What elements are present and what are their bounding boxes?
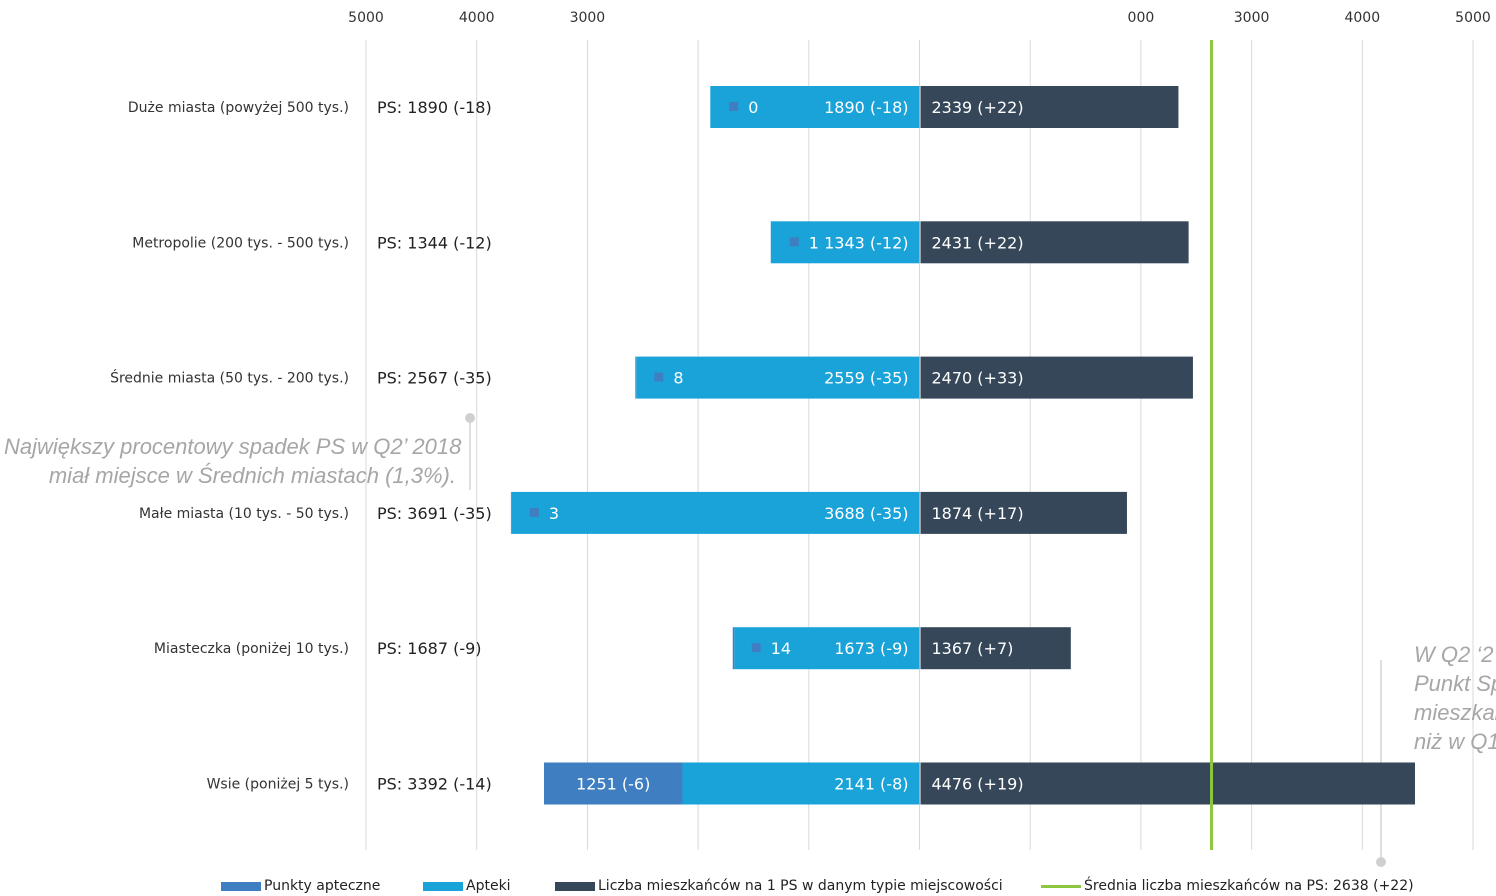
bar-label-mieszkancy: 1367 (+7) (932, 639, 1014, 658)
legend: Punkty apteczne Apteki Liczba mieszkańcó… (0, 876, 1496, 896)
legend-swatch-apteki (423, 881, 463, 891)
tick-label-left: 4000 (459, 10, 495, 26)
tick-label-right: 5000 (1455, 10, 1491, 26)
bar-punkty-marker (654, 372, 664, 382)
annotation-left: Największy procentowy spadek PS w Q2’ 20… (4, 432, 462, 490)
category-label: Średnie miasta (50 tys. - 200 tys.) (110, 369, 349, 387)
bar-apteki (511, 491, 920, 534)
bars: Duże miasta (powyżej 500 tys.) PS: 1890 (… (110, 86, 1415, 805)
legend-label-average: Średnia liczba mieszkańców na PS: 2638 (… (1084, 878, 1414, 894)
bar-label-punkty: 1 (809, 233, 819, 252)
bar-punkty-marker (789, 237, 799, 247)
annotation-right-line-2: Punkt Sp (1414, 671, 1496, 696)
bar-label-punkty: 14 (771, 639, 791, 658)
ps-label: PS: 1687 (-9) (377, 639, 482, 658)
bar-label-apteki: 1343 (-12) (824, 233, 908, 252)
legend-item-mieszkancy: Liczba mieszkańców na 1 PS w danym typie… (555, 878, 1003, 894)
bar-apteki (682, 762, 920, 805)
legend-item-punkty: Punkty apteczne (221, 878, 380, 894)
annotation-connectors (465, 413, 1386, 867)
bar-apteki (636, 356, 920, 399)
bar-punkty (635, 356, 637, 399)
annotation-right-line-4: niż w Q1 (1414, 729, 1496, 754)
bar-mieszkancy (920, 491, 1127, 534)
legend-label-mieszkancy: Liczba mieszkańców na 1 PS w danym typie… (598, 878, 1003, 894)
legend-label-punkty: Punkty apteczne (264, 878, 381, 894)
bar-label-mieszkancy: 4476 (+19) (932, 775, 1024, 794)
bar-label-mieszkancy: 2339 (+22) (932, 98, 1024, 117)
bar-label-mieszkancy: 1874 (+17) (932, 504, 1024, 523)
legend-label-apteki: Apteki (466, 878, 511, 894)
bar-label-punkty: 8 (673, 369, 683, 388)
category-label: Metropolie (200 tys. - 500 tys.) (132, 235, 349, 251)
annotation-right-dot (1376, 857, 1386, 867)
legend-item-average: Średnia liczba mieszkańców na PS: 2638 (… (1041, 878, 1414, 894)
bar-punkty-marker (729, 102, 739, 111)
bar-punkty-marker (751, 643, 761, 653)
category-label: Duże miasta (powyżej 500 tys.) (128, 100, 349, 116)
tick-label-right: 000 (1128, 10, 1155, 26)
bar-mieszkancy (920, 221, 1189, 264)
bar-mieszkancy (920, 762, 1415, 805)
ps-label: PS: 3691 (-35) (377, 504, 492, 523)
bar-apteki (710, 86, 920, 128)
legend-swatch-mieszkancy (555, 881, 595, 891)
bar-label-apteki: 2141 (-8) (834, 775, 908, 794)
bar-label-apteki: 3688 (-35) (824, 504, 908, 523)
bar-punkty-marker (529, 507, 539, 517)
bar-mieszkancy (920, 356, 1193, 399)
bar-label-mieszkancy: 2431 (+22) (932, 233, 1024, 252)
bar-mieszkancy (920, 627, 1071, 670)
category-label: Małe miasta (10 tys. - 50 tys.) (139, 506, 349, 522)
bar-label-mieszkancy: 2470 (+33) (932, 369, 1024, 388)
bar-row: Średnie miasta (50 tys. - 200 tys.) PS: 2… (110, 356, 1193, 399)
annotation-left-dot (465, 413, 475, 423)
annotation-right-line-1: W Q2 ‘2 (1414, 642, 1494, 667)
legend-item-apteki: Apteki (423, 878, 511, 894)
bar-label-punkty: 0 (748, 98, 758, 117)
tick-label-right: 4000 (1344, 10, 1380, 26)
bar-punkty (732, 627, 735, 670)
bar-punkty (544, 762, 683, 805)
bar-label-punkty: 1251 (-6) (576, 775, 650, 794)
bar-label-punkty: 3 (549, 504, 559, 523)
category-label: Miasteczka (poniżej 10 tys.) (154, 641, 349, 657)
tick-label-left: 3000 (570, 10, 606, 26)
bar-row: Małe miasta (10 tys. - 50 tys.) PS: 3691 … (139, 491, 1127, 534)
ps-label: PS: 2567 (-35) (377, 369, 492, 388)
tick-labels: 5000 4000 3000 000 3000 4000 5000 (348, 10, 1491, 26)
tick-label-right: 3000 (1234, 10, 1270, 26)
gridlines (365, 40, 1474, 850)
ps-label: PS: 1344 (-12) (377, 233, 492, 252)
ps-label: PS: 3392 (-14) (377, 775, 492, 794)
bar-row: Wsie (poniżej 5 tys.) PS: 3392 (-14) 2141 … (207, 762, 1415, 805)
annotation-left-line-1: Największy procentowy spadek PS w Q2’ 20… (4, 434, 462, 459)
bar-apteki (734, 627, 920, 670)
bar-mieszkancy (920, 86, 1179, 128)
legend-swatch-punkty (221, 881, 261, 891)
bar-row: Miasteczka (poniżej 10 tys.) PS: 1687 (-9… (154, 627, 1071, 670)
bar-row: Metropolie (200 tys. - 500 tys.) PS: 1344… (132, 221, 1189, 264)
annotation-left-line-2: miał miejsce w Średnich miastach (1,3%). (48, 463, 456, 488)
ps-label: PS: 1890 (-18) (377, 98, 492, 117)
category-label: Wsie (poniżej 5 tys.) (207, 777, 349, 793)
tick-label-left: 5000 (348, 10, 384, 26)
bar-label-apteki: 2559 (-35) (824, 369, 908, 388)
bar-label-apteki: 1673 (-9) (834, 639, 908, 658)
bar-row: Duże miasta (powyżej 500 tys.) PS: 1890 (… (128, 86, 1179, 128)
bar-label-apteki: 1890 (-18) (824, 98, 908, 117)
legend-line-average (1041, 884, 1081, 888)
